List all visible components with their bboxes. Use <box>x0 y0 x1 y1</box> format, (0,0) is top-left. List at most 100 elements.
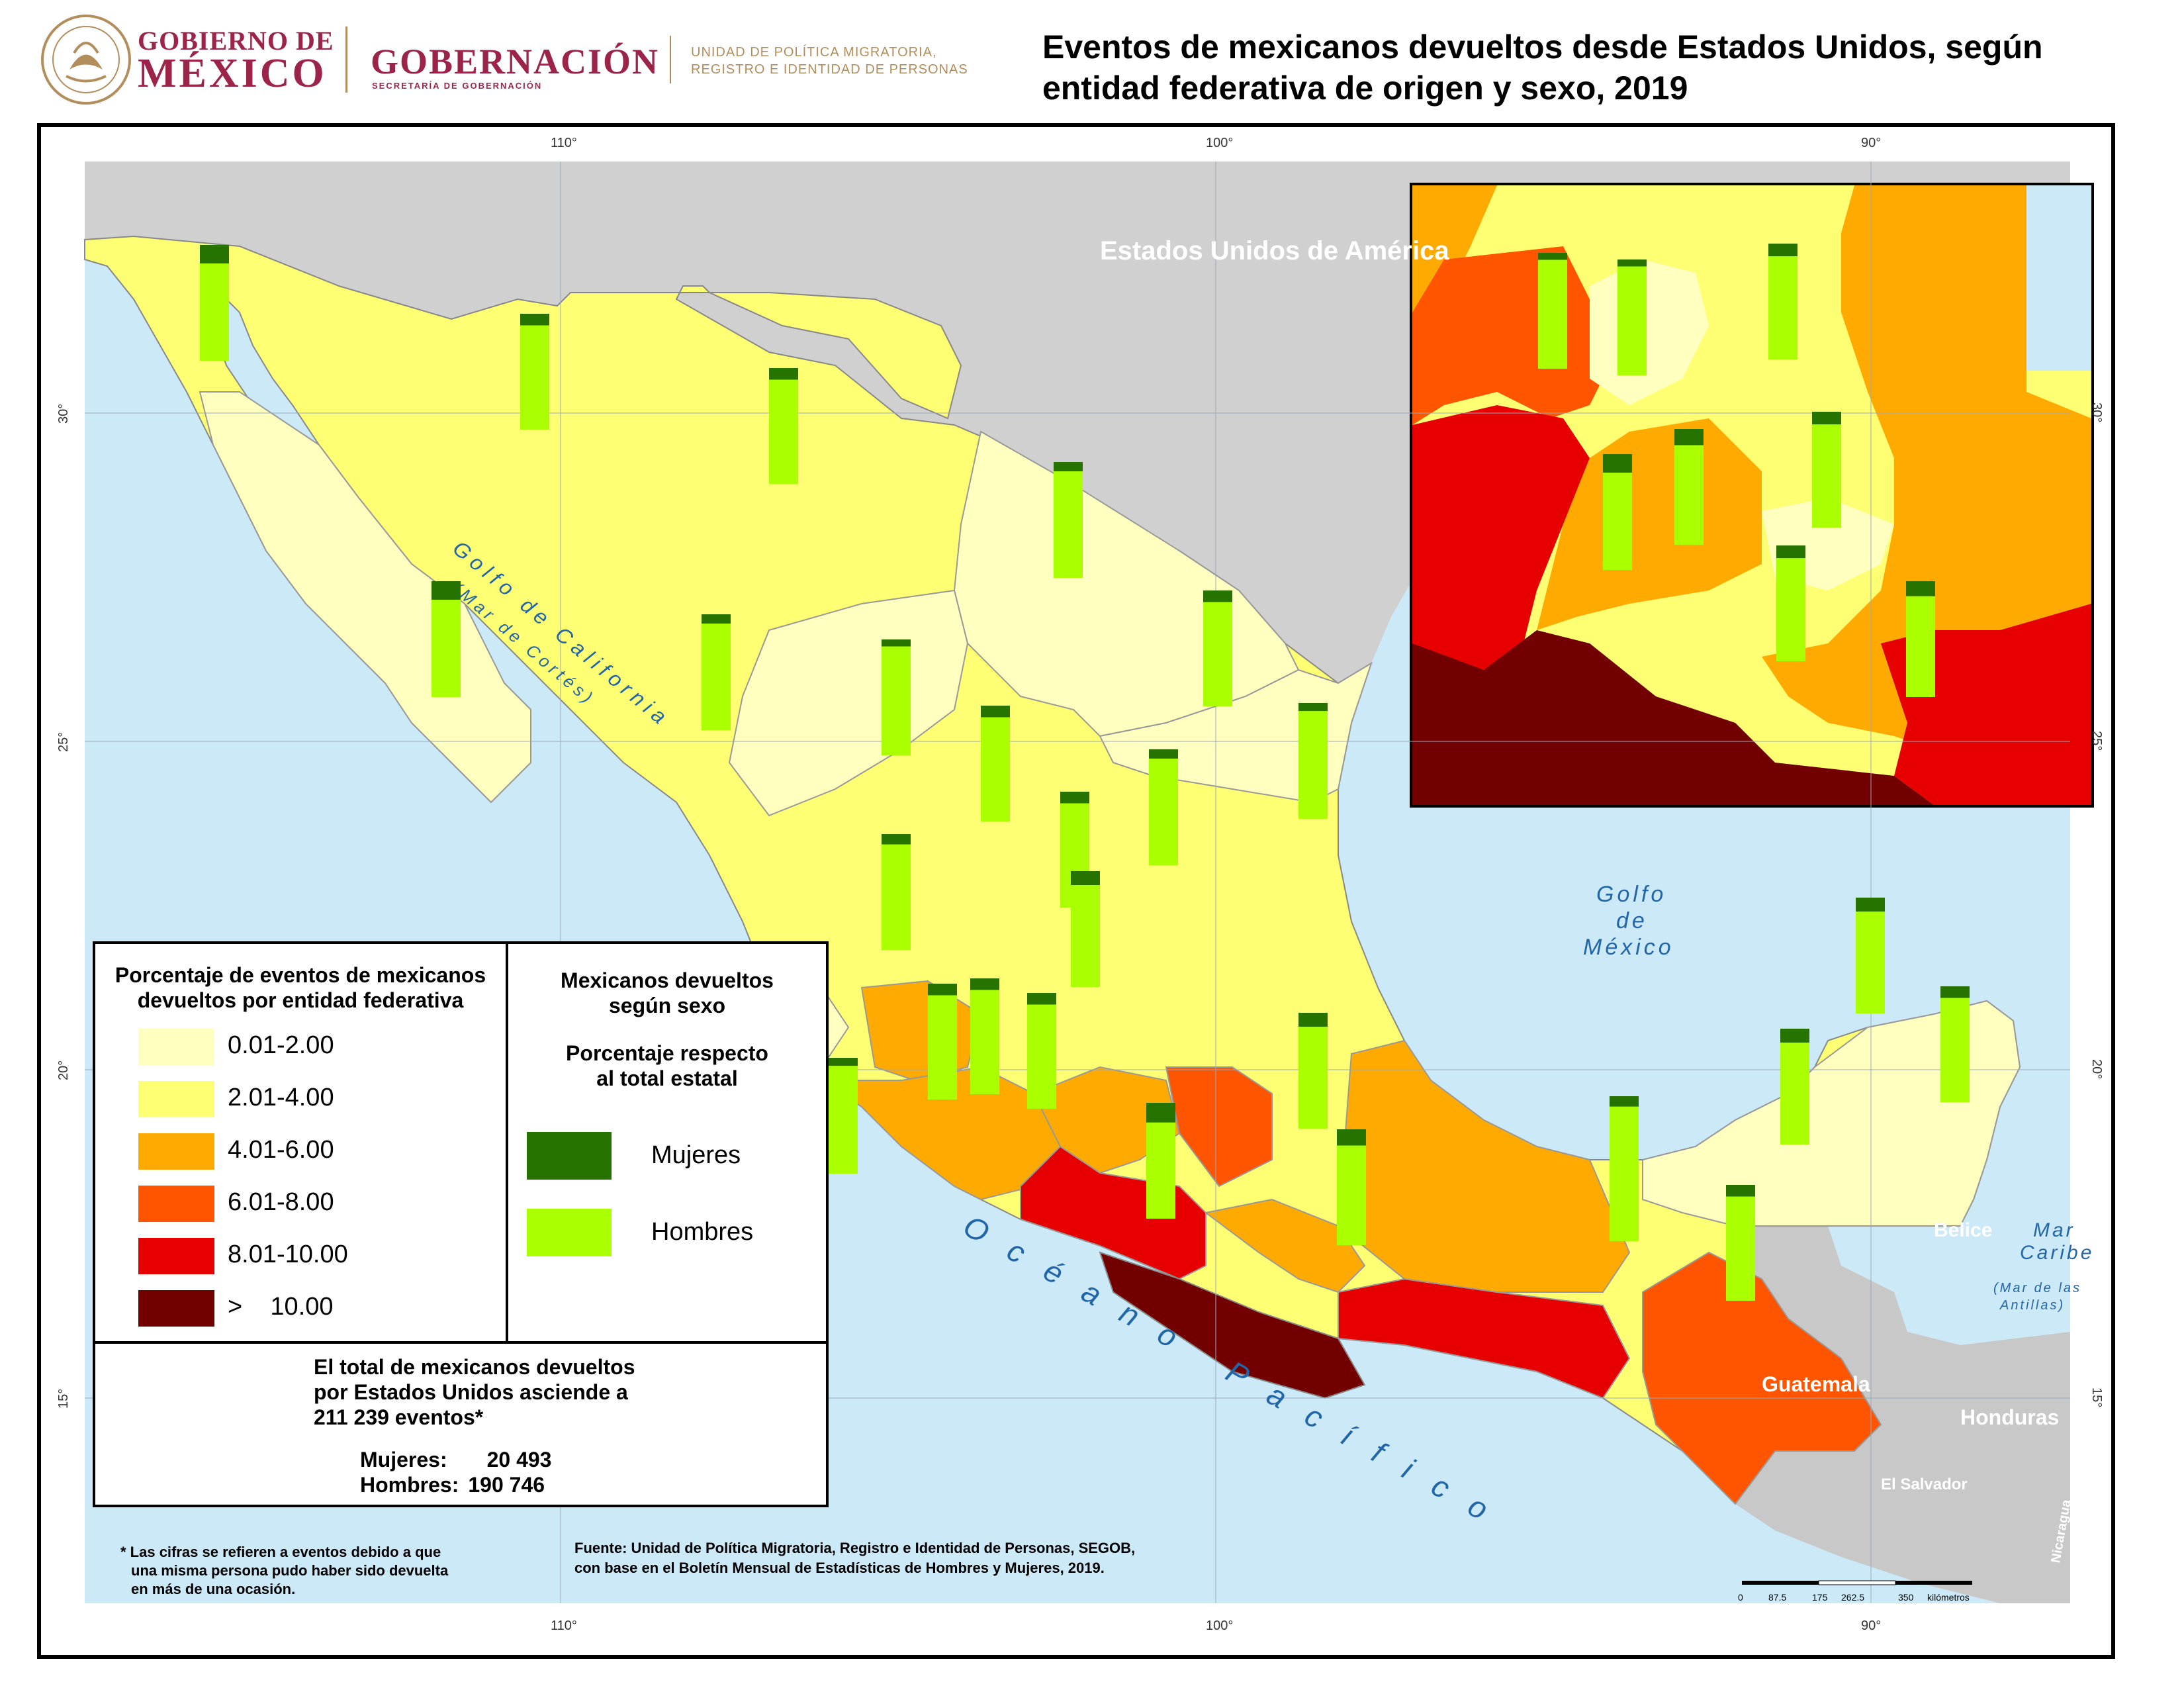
inset-bar-mujeres-3 <box>1812 412 1841 425</box>
state-bar-hombres-19 <box>1337 1145 1366 1245</box>
totals-mujeres-value: 20 493 <box>486 1448 552 1472</box>
state-bar-mujeres-12 <box>882 834 911 845</box>
scale-tick-0: 0 <box>1738 1592 1743 1603</box>
gobierno-de-text: GOBIERNO DE <box>138 26 334 56</box>
state-bar-mujeres-11 <box>1060 792 1089 804</box>
state-bar-hombres-2 <box>769 379 798 484</box>
totals-block: El total de mexicanos devueltos por Esta… <box>314 1354 635 1430</box>
state-bar-hombres-18 <box>1146 1122 1175 1219</box>
state-bar-mujeres-24 <box>1940 986 1970 998</box>
state-bar-hombres-3 <box>1054 471 1083 578</box>
map-frame: Estados Unidos de América Belice Guatema… <box>37 123 2115 1659</box>
state-bar-mujeres-8 <box>981 706 1010 718</box>
label-mar-antillas-1: (Mar de las <box>1993 1281 2081 1295</box>
title-line-1: Eventos de mexicanos devueltos desde Est… <box>1042 28 2043 66</box>
unidad-line-2: REGISTRO E IDENTIDAD DE PERSONAS <box>691 62 968 77</box>
secretaria-text: SECRETARÍA DE GOBERNACIÓN <box>372 81 543 91</box>
state-bar-mujeres-25 <box>1298 1013 1328 1027</box>
state-bar-hombres-24 <box>1940 998 1970 1102</box>
state-bar-mujeres-14 <box>1071 871 1100 885</box>
tick-right-25: 25° <box>2089 731 2104 751</box>
state-bar-hombres-12 <box>882 844 911 950</box>
legend-swatch-4 <box>138 1238 214 1274</box>
state-bar-mujeres-3 <box>1054 462 1083 471</box>
label-mar-caribe-1: Mar <box>2033 1219 2075 1241</box>
state-bar-mujeres-4 <box>432 581 461 600</box>
state-bar-hombres-17 <box>1027 1004 1056 1109</box>
state-bar-hombres-8 <box>981 717 1010 821</box>
state-bar-hombres-5 <box>702 624 731 730</box>
tick-bottom-110: 110° <box>551 1618 577 1633</box>
totals-hombres-value: 190 746 <box>468 1473 545 1497</box>
totals-mujeres-label: Mujeres: <box>360 1448 447 1472</box>
state-guerrero <box>1099 1251 1366 1399</box>
source-line-1: Fuente: Unidad de Política Migratoria, R… <box>574 1540 1135 1556</box>
legend-class-label-5: > 10.00 <box>228 1293 334 1321</box>
state-bar-mujeres-16 <box>970 978 999 990</box>
state-bar-mujeres-1 <box>520 314 549 326</box>
scale-tick-4: 350 <box>1898 1592 1914 1603</box>
choropleth-title-line-2: devueltos por entidad federativa <box>137 988 464 1012</box>
header-divider-2 <box>670 36 671 83</box>
state-bar-mujeres-17 <box>1027 993 1056 1005</box>
label-mar-antillas-2: Antillas) <box>1999 1298 2065 1313</box>
state-bar-mujeres-23 <box>1780 1029 1809 1043</box>
state-bar-hombres-23 <box>1780 1043 1809 1145</box>
map-canvas: Estados Unidos de América Belice Guatema… <box>56 136 2104 1633</box>
state-bars <box>200 245 1970 1301</box>
tick-left-15: 15° <box>56 1389 71 1409</box>
legend-swatch-5 <box>138 1290 214 1327</box>
tick-right-30: 30° <box>2089 402 2104 422</box>
inset-bar-mujeres-7 <box>1906 581 1935 596</box>
inset-bar-hombres-3 <box>1812 424 1841 528</box>
label-belice: Belice <box>1934 1219 1992 1241</box>
inset-bars <box>1538 244 1935 697</box>
tick-bottom-90: 90° <box>1861 1618 1881 1633</box>
state-bar-hombres-9 <box>1298 711 1328 819</box>
label-el-salvador: El Salvador <box>1881 1476 1968 1493</box>
state-bar-mujeres-6 <box>882 639 911 647</box>
inset-bar-mujeres-2 <box>1768 244 1797 257</box>
sex-title-line-2: según sexo <box>608 994 726 1017</box>
state-bar-mujeres-5 <box>702 614 731 624</box>
hombres-swatch <box>527 1209 612 1256</box>
sex-subtitle-line-2: al total estatal <box>596 1066 738 1090</box>
scale-tick-3: 262.5 <box>1841 1592 1864 1603</box>
label-golfo-mexico-3: México <box>1583 935 1674 960</box>
totals-line-1: El total de mexicanos devueltos <box>314 1355 635 1379</box>
inset-sea <box>2026 185 2091 371</box>
inset-region-d <box>1412 630 1934 805</box>
map-title: Eventos de mexicanos devueltos desde Est… <box>1042 26 2134 109</box>
sex-title-line-1: Mexicanos devueltos <box>561 968 774 992</box>
state-bar-mujeres-0 <box>200 245 229 263</box>
tick-top-100: 100° <box>1206 136 1233 150</box>
label-guatemala: Guatemala <box>1762 1372 1870 1396</box>
state-bar-hombres-15 <box>829 1066 858 1174</box>
state-bar-mujeres-18 <box>1146 1103 1175 1123</box>
legend-swatch-2 <box>138 1133 214 1170</box>
state-bar-mujeres-13 <box>928 984 957 996</box>
label-mar-caribe-2: Caribe <box>2020 1242 2094 1264</box>
inset-bar-mujeres-5 <box>1603 454 1632 473</box>
state-bar-mujeres-19 <box>1337 1129 1366 1146</box>
inset-bar-mujeres-0 <box>1538 253 1567 260</box>
coat-of-arms-seal <box>41 15 131 105</box>
legend-class-label-4: 8.01-10.00 <box>228 1241 348 1268</box>
state-bar-mujeres-26 <box>1610 1096 1639 1107</box>
state-bar-hombres-0 <box>200 263 229 361</box>
state-bar-hombres-13 <box>928 995 957 1100</box>
totals-line-3: 211 239 eventos* <box>314 1405 484 1429</box>
state-bar-mujeres-7 <box>1203 590 1232 602</box>
legend-class-label-2: 4.01-6.00 <box>228 1136 334 1164</box>
state-estado-de-mexico <box>1204 1198 1366 1293</box>
footnote-line-3: en más de una ocasión. <box>131 1581 295 1597</box>
title-line-2: entidad federativa de origen y sexo, 201… <box>1042 70 1688 107</box>
state-bar-mujeres-2 <box>769 368 798 380</box>
inset-region-c <box>1412 405 1590 670</box>
footnote-line-1: * Las cifras se refieren a eventos debid… <box>120 1544 441 1560</box>
sex-legend-title: Mexicanos devueltos según sexo <box>508 968 826 1018</box>
legend-class-label-1: 2.01-4.00 <box>228 1084 334 1111</box>
legend-box: Porcentaje de eventos de mexicanos devue… <box>93 941 829 1507</box>
choropleth-legend-title: Porcentaje de eventos de mexicanos devue… <box>95 962 506 1013</box>
scale-tick-2: 175 <box>1812 1592 1828 1603</box>
